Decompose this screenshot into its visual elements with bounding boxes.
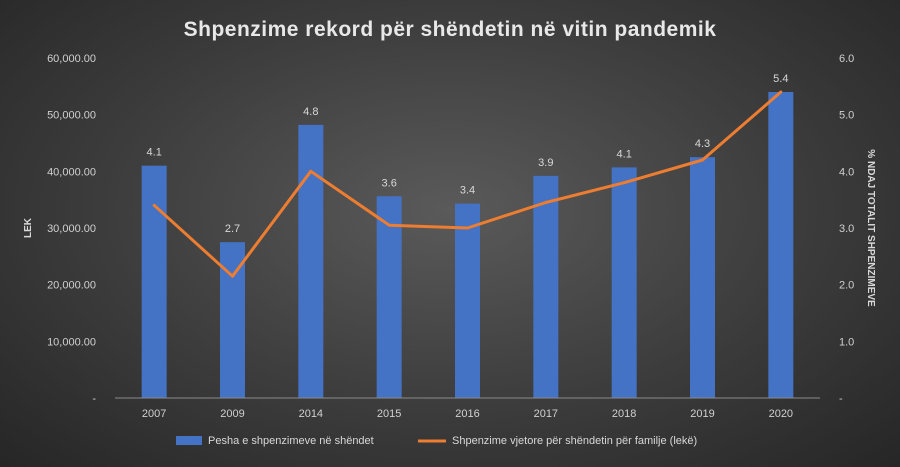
bar	[298, 124, 324, 398]
legend-line-label: Shpenzime vjetore për shëndetin për fami…	[452, 435, 697, 447]
bar	[376, 196, 402, 398]
bar	[768, 92, 794, 398]
legend-bar-swatch	[176, 436, 202, 445]
y-right-tick-label: 4.0	[839, 166, 854, 178]
x-tick-label: 2020	[769, 408, 793, 420]
data-label: 3.6	[382, 177, 397, 189]
y-right-tick-label: 5.0	[839, 110, 854, 122]
line-point	[701, 158, 704, 162]
data-label: 3.9	[538, 157, 553, 169]
y-left-tick-label: 20,000.00	[47, 280, 96, 292]
x-tick-label: 2009	[220, 408, 244, 420]
y-left-tick-label: 30,000.00	[47, 223, 96, 235]
y-left-tick-label: 40,000.00	[47, 166, 96, 178]
x-tick-label: 2017	[534, 408, 558, 420]
line-point	[309, 169, 313, 173]
y-left-tick-label: -	[92, 393, 96, 405]
x-tick-label: 2007	[142, 408, 166, 420]
y-left-tick-label: 50,000.00	[47, 110, 96, 122]
y-right-tick-label: 2.0	[839, 280, 854, 292]
y-left-tick-label: 60,000.00	[47, 53, 96, 65]
line-point	[152, 203, 156, 207]
bar	[141, 165, 167, 398]
bar	[455, 203, 480, 398]
bar	[690, 157, 715, 398]
x-tick-label: 2014	[299, 408, 323, 420]
line-point	[779, 90, 783, 94]
data-label: 4.1	[617, 148, 632, 160]
y-right-tick-label: 6.0	[839, 53, 854, 65]
x-tick-label: 2016	[455, 408, 479, 420]
data-label: 4.3	[695, 138, 710, 150]
y-right-tick-label: 3.0	[839, 223, 854, 235]
data-label: 2.7	[225, 223, 240, 235]
line-point	[466, 226, 469, 230]
legend-bar-label: Pesha e shpenzimeve në shëndet	[208, 435, 374, 447]
x-tick-label: 2015	[377, 408, 401, 420]
legend: Pesha e shpenzimeve në shëndet Shpenzime…	[176, 435, 697, 447]
chart-title: Shpenzime rekord për shëndetin në vitin …	[184, 18, 717, 41]
line-point	[544, 201, 548, 204]
y-right-tick-label: -	[839, 393, 843, 405]
x-tick-label: 2018	[612, 408, 636, 420]
y-right-axis-label: % NDAJ TOTALIT SHPENZIMEVE	[865, 149, 876, 307]
bar	[533, 175, 559, 398]
data-label: 4.1	[147, 147, 162, 159]
line-point	[231, 274, 234, 278]
y-left-tick-label: 10,000.00	[47, 336, 96, 348]
data-label: 5.4	[773, 73, 788, 85]
bar	[611, 167, 637, 398]
data-label: 3.4	[460, 185, 475, 197]
x-tick-label: 2019	[690, 408, 714, 420]
y-left-axis-label: LEK	[23, 217, 34, 238]
line-point	[622, 181, 626, 185]
data-label: 4.8	[303, 106, 318, 118]
line-point	[387, 223, 391, 227]
y-right-tick-label: 1.0	[839, 336, 854, 348]
